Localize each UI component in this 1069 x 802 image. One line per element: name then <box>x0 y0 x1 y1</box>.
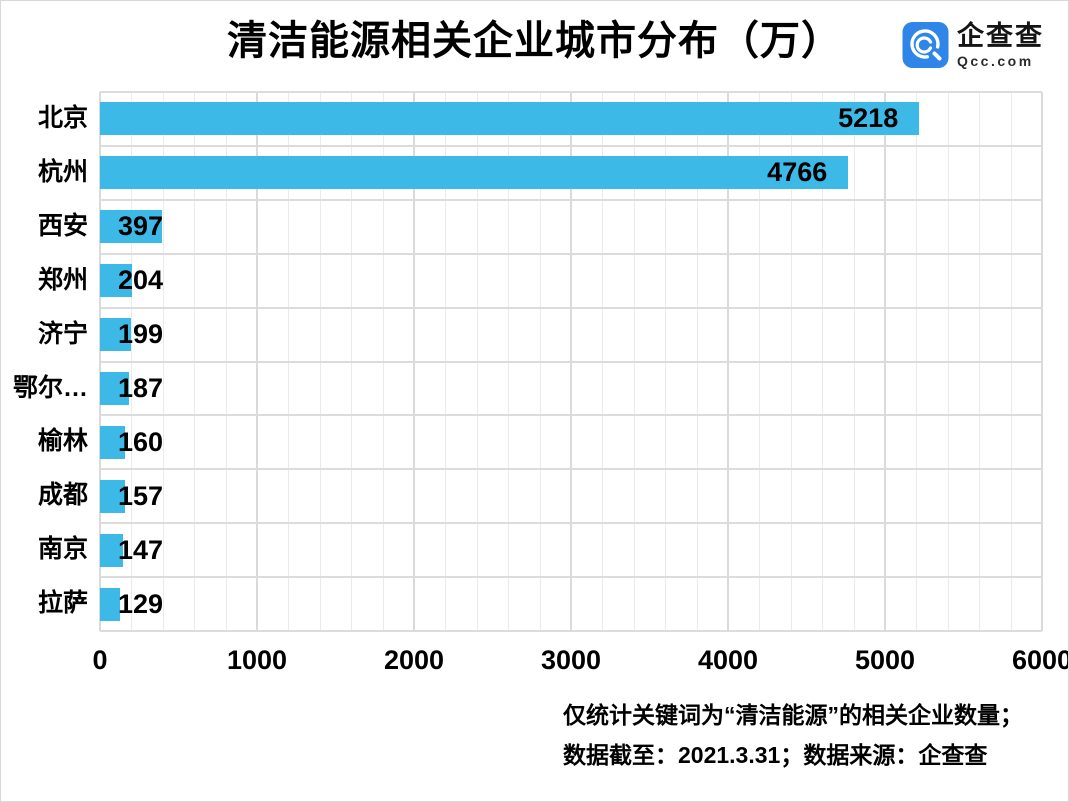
gridline-horizontal <box>100 414 1042 416</box>
gridline-horizontal <box>100 199 1042 201</box>
bar-10 <box>100 587 121 621</box>
y-label-9: 南京 <box>37 535 88 564</box>
qcc-brand-name: 企查查 <box>957 20 1044 51</box>
y-label-10: 拉萨 <box>37 589 88 618</box>
bar-value-label: 129 <box>118 588 164 619</box>
footer-note: 仅统计关键词为“清洁能源”的相关企业数量； 数据截至：2021.3.31；数据来… <box>563 695 1023 775</box>
bar-value-label: 187 <box>118 372 164 403</box>
bar-value-label: 397 <box>118 211 164 242</box>
gridline-major <box>1041 92 1043 631</box>
gridline-horizontal <box>100 145 1042 147</box>
y-label-1: 北京 <box>37 104 88 132</box>
y-label-7: 榆林 <box>37 427 88 456</box>
y-label-2: 杭州 <box>37 157 88 186</box>
bar-8 <box>100 479 125 513</box>
qcc-domain: Qcc.com <box>957 52 1034 69</box>
gridline-horizontal <box>100 630 1042 632</box>
bar-value-label: 4766 <box>767 157 828 188</box>
bar-2 <box>100 156 849 190</box>
qcc-magnifier-icon <box>902 22 949 68</box>
gridline-horizontal <box>100 361 1042 363</box>
bar-value-label: 5218 <box>838 103 899 134</box>
y-label-4: 郑州 <box>37 265 88 294</box>
x-tick-2000: 2000 <box>383 645 445 675</box>
y-label-5: 济宁 <box>37 319 88 348</box>
bar-5 <box>100 318 132 352</box>
x-tick-1000: 1000 <box>226 645 288 675</box>
bar-value-label: 147 <box>118 534 164 565</box>
x-tick-0: 0 <box>92 645 108 675</box>
gridline-horizontal <box>100 91 1042 93</box>
qcc-logo-text: 企查查 Qcc.com <box>957 20 1044 69</box>
gridline-horizontal <box>100 522 1042 524</box>
x-tick-5000: 5000 <box>854 645 916 675</box>
bar-7 <box>100 425 126 459</box>
qcc-logo: 企查查 Qcc.com <box>902 22 1044 68</box>
bar-value-label: 157 <box>118 480 164 511</box>
bar-value-label: 160 <box>118 426 164 457</box>
y-label-8: 成都 <box>37 481 88 510</box>
bar-3 <box>100 210 163 244</box>
plot-area: 5218 4766 397 204 199 187 160 157 147 129 <box>99 91 1043 632</box>
page-title: 清洁能源相关企业城市分布（万） <box>227 19 842 63</box>
bar-4 <box>100 264 133 298</box>
y-axis-labels: 北京杭州西安郑州济宁鄂尔… 榆林成都南京拉萨 <box>1 92 98 631</box>
bar-value-label: 199 <box>118 319 164 350</box>
x-tick-4000: 4000 <box>697 645 759 675</box>
x-tick-3000: 3000 <box>540 645 602 675</box>
footer-line-2: 数据截至：2021.3.31；数据来源：企查查 <box>563 742 988 768</box>
bar-9 <box>100 533 124 567</box>
footer-line-1: 仅统计关键词为“清洁能源”的相关企业数量； <box>563 702 1023 728</box>
gridline-horizontal <box>100 253 1042 255</box>
bar-1 <box>100 102 920 136</box>
gridline-horizontal <box>100 307 1042 309</box>
bar-value-label: 204 <box>118 265 164 296</box>
gridline-horizontal <box>100 468 1042 470</box>
bar-6 <box>100 371 130 405</box>
y-label-3: 西安 <box>37 211 88 240</box>
x-tick-6000: 6000 <box>1011 645 1069 675</box>
gridline-horizontal <box>100 576 1042 578</box>
y-label-6: 鄂尔… <box>12 373 88 402</box>
